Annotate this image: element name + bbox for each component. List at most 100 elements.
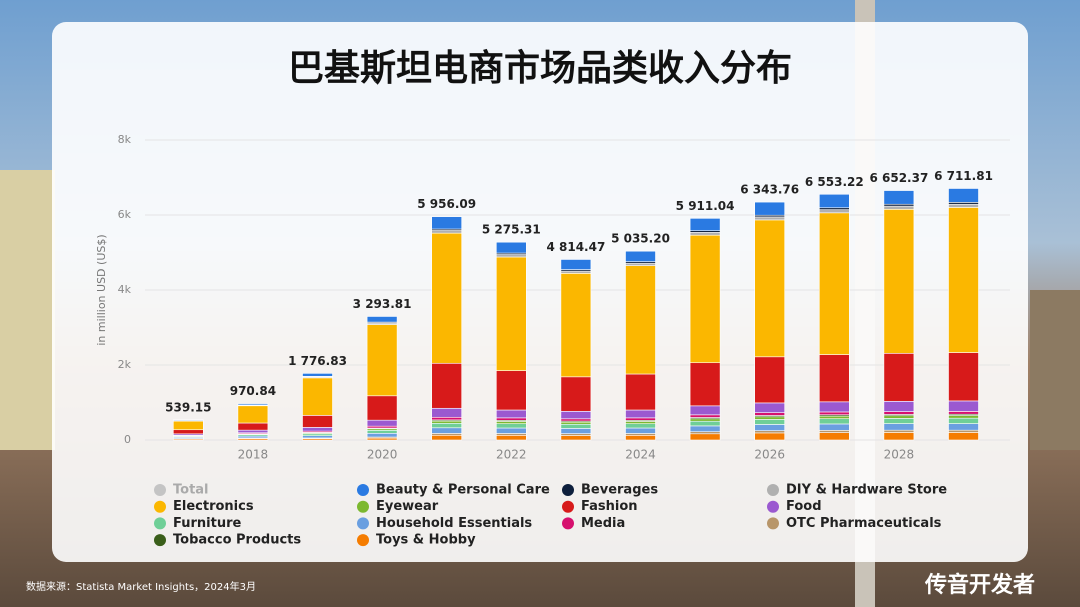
- bar-segment: [883, 432, 915, 441]
- bar-segment: [495, 417, 527, 421]
- bar-segment: [754, 412, 786, 416]
- bar-segment: [237, 405, 269, 424]
- bar-segment: [173, 429, 204, 435]
- bar-segment: [689, 362, 721, 407]
- bar-segment: [495, 421, 527, 424]
- legend-swatch: [562, 484, 574, 496]
- x-tick-label: 2018: [238, 448, 269, 462]
- legend-label: DIY & Hardware Store: [786, 483, 947, 498]
- bar-segment: [754, 430, 786, 434]
- bar-segment: [754, 216, 786, 221]
- total-label: 6 711.81: [934, 169, 993, 183]
- legend-swatch: [562, 517, 574, 530]
- legend-swatch: [357, 484, 369, 496]
- chart-title: 巴基斯坦电商市场品类收入分布: [288, 48, 792, 89]
- total-label: 6 652.37: [869, 171, 928, 185]
- legend-swatch: [767, 500, 779, 513]
- bar-segment: [883, 415, 915, 419]
- bar-segment: [948, 400, 979, 412]
- legend-label: Toys & Hobby: [376, 533, 476, 548]
- y-axis-label: in million USD (US$): [95, 234, 108, 345]
- x-tick-label: 2020: [367, 448, 398, 462]
- bar-segment: [366, 395, 398, 421]
- total-label: 6 343.76: [740, 183, 799, 197]
- bar-segment: [366, 316, 398, 323]
- bar-segment: [818, 209, 850, 214]
- bar-segment: [560, 428, 592, 434]
- brand-logo: 传音开发者: [924, 572, 1035, 598]
- bar-segment: [495, 423, 527, 429]
- y-tick-label: 4k: [118, 283, 132, 296]
- bar-segment: [625, 250, 656, 262]
- bar-segment: [689, 234, 721, 364]
- bar-segment: [366, 429, 398, 434]
- bar-segment: [237, 403, 269, 406]
- bar-segment: [818, 423, 850, 431]
- bar-segment: [302, 435, 333, 439]
- legend-label: Tobacco Products: [173, 533, 301, 548]
- legend-label: Eyewear: [376, 499, 439, 514]
- legend-label: Media: [581, 516, 625, 531]
- building: [1030, 290, 1080, 450]
- bar-segment: [948, 188, 979, 203]
- bar-segment: [560, 435, 592, 441]
- legend-swatch: [154, 517, 166, 530]
- bar-segment: [883, 423, 915, 431]
- bar-segment: [560, 421, 592, 425]
- bar-segment: [818, 354, 850, 403]
- bar-segment: [883, 400, 915, 412]
- bar-segment: [495, 427, 527, 434]
- bar-segment: [689, 418, 721, 422]
- bar-segment: [818, 401, 850, 413]
- total-label: 5 035.20: [611, 232, 670, 246]
- total-label: 6 553.22: [805, 175, 864, 189]
- y-tick-label: 6k: [118, 208, 132, 221]
- bar-segment: [173, 419, 204, 421]
- y-tick-label: 8k: [118, 133, 132, 146]
- total-label: 5 911.04: [676, 199, 735, 213]
- bar-segment: [431, 434, 463, 441]
- bar-segment: [754, 424, 786, 431]
- bar-segment: [948, 203, 979, 208]
- bar-segment: [495, 256, 527, 371]
- bar-segment: [431, 427, 463, 434]
- building: [0, 170, 55, 450]
- bar-segment: [948, 423, 979, 431]
- bar-segment: [948, 429, 979, 433]
- bar-segment: [560, 411, 592, 420]
- bar-segment: [431, 416, 463, 421]
- legend-label: Fashion: [581, 499, 638, 514]
- bar-segment: [302, 377, 333, 416]
- y-tick-label: 0: [124, 433, 131, 446]
- y-tick-label: 2k: [118, 358, 132, 371]
- legend-swatch: [767, 517, 779, 530]
- bar-segment: [883, 205, 915, 210]
- source: 数据来源：Statista Market Insights，2024年3月: [26, 580, 256, 593]
- legend-label: Beauty & Personal Care: [376, 483, 550, 498]
- bar-segment: [431, 362, 463, 409]
- legend-label: Electronics: [173, 499, 254, 514]
- bar-segment: [754, 356, 786, 404]
- bar-segment: [948, 415, 979, 419]
- bar-segment: [431, 216, 463, 230]
- legend-swatch: [357, 500, 369, 513]
- bar-segment: [173, 420, 204, 431]
- x-tick-label: 2022: [496, 448, 527, 462]
- bar-segment: [818, 432, 850, 441]
- bar-segment: [948, 417, 979, 424]
- bar-segment: [366, 419, 398, 427]
- bar-segment: [818, 212, 850, 355]
- bar-segment: [366, 432, 398, 438]
- bar-segment: [237, 422, 269, 431]
- bar-segment: [689, 433, 721, 441]
- legend-swatch: [562, 500, 574, 513]
- bar-segment: [625, 421, 656, 424]
- bar-segment: [883, 209, 915, 354]
- legend-swatch: [154, 534, 166, 547]
- bar-segment: [366, 324, 398, 397]
- bar-segment: [302, 373, 333, 377]
- legend-label: Food: [786, 499, 822, 514]
- legend-swatch: [154, 500, 166, 513]
- bar-segment: [754, 419, 786, 425]
